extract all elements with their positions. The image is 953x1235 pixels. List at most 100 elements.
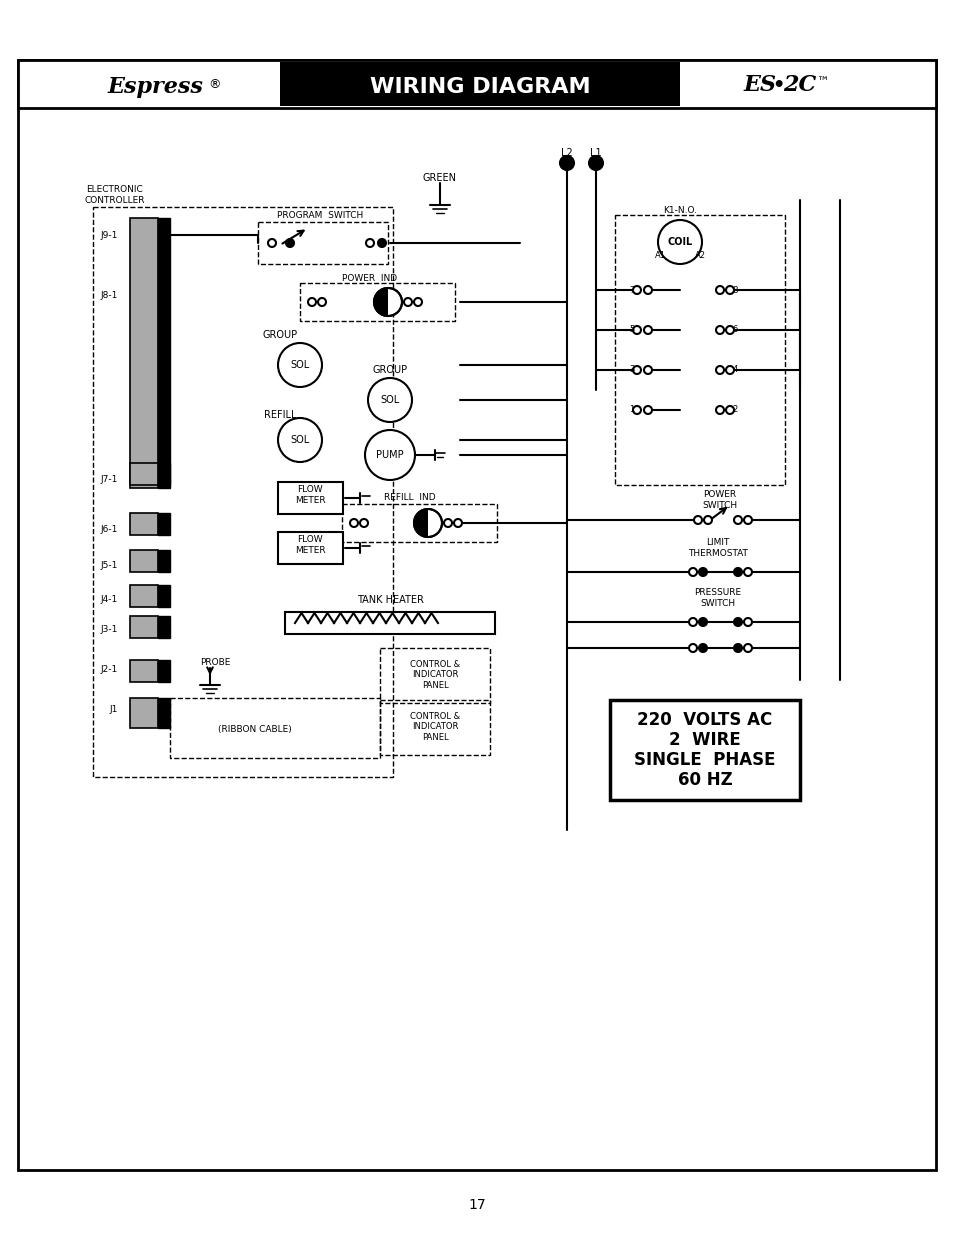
Circle shape bbox=[725, 366, 733, 374]
Bar bbox=[158, 219, 170, 488]
Text: POWER  IND: POWER IND bbox=[342, 273, 397, 283]
Circle shape bbox=[733, 643, 741, 652]
Circle shape bbox=[161, 662, 169, 668]
Text: Espress: Espress bbox=[107, 77, 203, 98]
Circle shape bbox=[161, 330, 169, 336]
Circle shape bbox=[161, 384, 169, 390]
Bar bbox=[158, 698, 170, 727]
Circle shape bbox=[161, 240, 169, 247]
Bar bbox=[130, 659, 158, 682]
Text: ™: ™ bbox=[815, 75, 827, 89]
Text: LIMIT
THERMOSTAT: LIMIT THERMOSTAT bbox=[687, 538, 747, 558]
Circle shape bbox=[403, 298, 412, 306]
Bar bbox=[609, 700, 800, 800]
Text: K1-N.O.: K1-N.O. bbox=[662, 205, 697, 215]
Circle shape bbox=[161, 420, 169, 426]
Text: J7-1: J7-1 bbox=[100, 475, 118, 484]
Bar bbox=[158, 659, 170, 682]
Circle shape bbox=[716, 326, 723, 333]
Text: GROUP: GROUP bbox=[372, 366, 407, 375]
Circle shape bbox=[725, 326, 733, 333]
Text: ®: ® bbox=[209, 79, 221, 91]
Text: 3: 3 bbox=[629, 366, 634, 374]
Circle shape bbox=[699, 643, 706, 652]
Circle shape bbox=[743, 618, 751, 626]
Circle shape bbox=[277, 417, 322, 462]
Circle shape bbox=[161, 456, 169, 462]
Circle shape bbox=[699, 618, 706, 626]
Text: PRESSURE
SWITCH: PRESSURE SWITCH bbox=[694, 588, 740, 608]
Circle shape bbox=[688, 643, 697, 652]
Text: ES: ES bbox=[742, 74, 776, 96]
Circle shape bbox=[688, 618, 697, 626]
Circle shape bbox=[414, 509, 441, 537]
Bar bbox=[257, 222, 388, 264]
Circle shape bbox=[725, 287, 733, 294]
Text: J1: J1 bbox=[110, 705, 118, 715]
Circle shape bbox=[161, 558, 169, 566]
Circle shape bbox=[286, 240, 294, 247]
Bar bbox=[158, 550, 170, 572]
Circle shape bbox=[688, 568, 697, 576]
Circle shape bbox=[658, 220, 701, 264]
Text: J5-1: J5-1 bbox=[100, 561, 118, 569]
Text: J2-1: J2-1 bbox=[101, 666, 118, 674]
Bar bbox=[158, 513, 170, 535]
Circle shape bbox=[633, 366, 640, 374]
Circle shape bbox=[161, 521, 169, 529]
Text: 2  WIRE: 2 WIRE bbox=[668, 731, 740, 748]
Circle shape bbox=[743, 568, 751, 576]
Bar bbox=[130, 616, 158, 638]
Circle shape bbox=[308, 298, 315, 306]
Bar bbox=[299, 283, 455, 321]
Circle shape bbox=[277, 343, 322, 387]
Text: A1: A1 bbox=[654, 251, 665, 259]
Bar bbox=[130, 585, 158, 606]
Text: J6-1: J6-1 bbox=[100, 526, 118, 535]
Circle shape bbox=[377, 240, 386, 247]
Circle shape bbox=[161, 294, 169, 300]
Circle shape bbox=[633, 326, 640, 333]
Circle shape bbox=[161, 366, 169, 373]
Text: GROUP: GROUP bbox=[262, 330, 297, 340]
Text: FLOW
METER: FLOW METER bbox=[294, 485, 325, 505]
Text: 1: 1 bbox=[629, 405, 634, 415]
Circle shape bbox=[743, 516, 751, 524]
Text: J3-1: J3-1 bbox=[100, 625, 118, 635]
Text: J4-1: J4-1 bbox=[101, 595, 118, 604]
Circle shape bbox=[633, 287, 640, 294]
Text: 8: 8 bbox=[732, 285, 737, 294]
Circle shape bbox=[366, 240, 374, 247]
Bar bbox=[158, 585, 170, 606]
Circle shape bbox=[161, 437, 169, 445]
Bar bbox=[341, 504, 497, 542]
Circle shape bbox=[161, 311, 169, 319]
Wedge shape bbox=[374, 288, 388, 316]
Text: CONTROL &
INDICATOR
PANEL: CONTROL & INDICATOR PANEL bbox=[410, 659, 459, 690]
Circle shape bbox=[733, 568, 741, 576]
Circle shape bbox=[699, 568, 706, 576]
Text: SOL: SOL bbox=[290, 435, 310, 445]
Circle shape bbox=[368, 378, 412, 422]
Bar bbox=[92, 207, 393, 777]
Circle shape bbox=[374, 288, 401, 316]
Bar bbox=[277, 482, 343, 514]
Bar bbox=[158, 616, 170, 638]
Text: A2: A2 bbox=[694, 251, 705, 259]
Circle shape bbox=[716, 366, 723, 374]
Text: REFILL: REFILL bbox=[263, 410, 296, 420]
Circle shape bbox=[161, 472, 169, 478]
Bar bbox=[285, 613, 495, 634]
Circle shape bbox=[443, 519, 452, 527]
Circle shape bbox=[643, 366, 651, 374]
Circle shape bbox=[359, 519, 368, 527]
Circle shape bbox=[350, 519, 357, 527]
Text: FLOW
METER: FLOW METER bbox=[294, 535, 325, 555]
Circle shape bbox=[716, 287, 723, 294]
Text: 17: 17 bbox=[468, 1198, 485, 1212]
Circle shape bbox=[317, 298, 326, 306]
Text: ELECTRONIC
CONTROLLER: ELECTRONIC CONTROLLER bbox=[85, 185, 145, 205]
Circle shape bbox=[643, 326, 651, 333]
Circle shape bbox=[454, 519, 461, 527]
Circle shape bbox=[268, 240, 275, 247]
